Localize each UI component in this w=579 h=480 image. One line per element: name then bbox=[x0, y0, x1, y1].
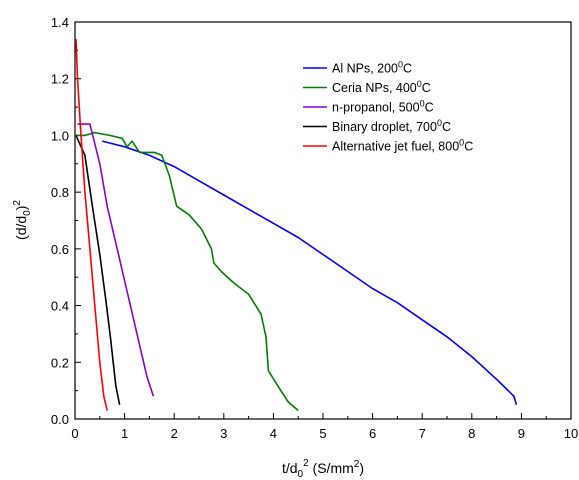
x-axis-label-sub: 0 bbox=[298, 469, 304, 480]
x-tick-label: 2 bbox=[171, 426, 178, 441]
x-tick-label: 9 bbox=[518, 426, 525, 441]
y-axis-label-sup: 2 bbox=[12, 200, 23, 206]
y-tick-label: 0.4 bbox=[51, 299, 69, 314]
legend-label-1: Ceria NPs, 4000C bbox=[332, 79, 431, 95]
x-axis-label-unit-sup: 2 bbox=[354, 459, 360, 470]
legend-label-2: n-propanol, 5000C bbox=[332, 99, 434, 115]
y-tick-label: 0.8 bbox=[51, 185, 69, 200]
y-axis-label: (d/d0)2 bbox=[12, 200, 33, 240]
series-line-4 bbox=[75, 38, 108, 411]
x-tick-label: 5 bbox=[319, 426, 326, 441]
legend-label-3: Binary droplet, 7000C bbox=[332, 118, 451, 134]
x-tick-label: 8 bbox=[468, 426, 475, 441]
x-axis-label-sup: 2 bbox=[303, 458, 309, 469]
y-tick-label: 0.0 bbox=[51, 412, 69, 427]
series-line-0 bbox=[102, 140, 518, 406]
y-tick-label: 0.6 bbox=[51, 242, 69, 257]
x-tick-label: 0 bbox=[71, 426, 78, 441]
x-axis-label: t/d02 (S/mm2) bbox=[282, 458, 364, 480]
x-tick-label: 4 bbox=[270, 426, 277, 441]
y-tick-label: 1.2 bbox=[51, 72, 69, 87]
plot-frame bbox=[74, 21, 572, 420]
axis-ticks: 0 1 2 3 4 5 6 7 8 9 10 0.0 0.2 0.4 0.6 0.8 1.0 1.2 1.4 bbox=[51, 15, 578, 441]
series-line-2 bbox=[77, 123, 155, 397]
x-tick-label: 6 bbox=[369, 426, 376, 441]
series-line-3 bbox=[75, 135, 121, 405]
legend-label-4: Alternative jet fuel, 8000C bbox=[332, 138, 473, 154]
x-tick-label: 10 bbox=[564, 426, 578, 441]
x-tick-label: 1 bbox=[121, 426, 128, 441]
legend: Al NPs, 2000C Ceria NPs, 4000C n-propanol,… bbox=[303, 60, 473, 154]
y-tick-label: 1.4 bbox=[51, 15, 69, 30]
x-tick-label: 7 bbox=[419, 426, 426, 441]
series-line-1 bbox=[75, 131, 299, 412]
series-lines bbox=[75, 38, 518, 412]
legend-label-0: Al NPs, 2000C bbox=[332, 60, 412, 76]
x-tick-label: 3 bbox=[220, 426, 227, 441]
y-axis-label-sub: 0 bbox=[22, 210, 33, 216]
y-tick-label: 0.2 bbox=[51, 355, 69, 370]
y-tick-label: 1.0 bbox=[51, 128, 69, 143]
